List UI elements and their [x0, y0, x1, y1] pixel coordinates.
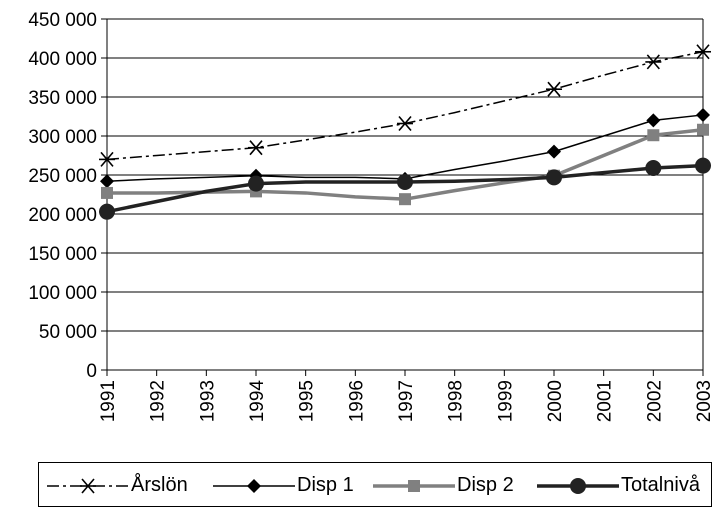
x-tick-label: 1998 [446, 380, 467, 422]
y-tick-label: 350 000 [28, 88, 97, 109]
x-tick-label: 1997 [396, 380, 417, 422]
y-tick-label: 100 000 [28, 283, 97, 304]
legend-marker [80, 477, 96, 494]
x-tick-label: 1995 [297, 380, 318, 422]
legend-label: Disp 1 [297, 474, 354, 496]
x-tick-label: 1999 [495, 380, 516, 422]
x-tick-label: 2003 [694, 380, 715, 422]
x-tick-label: 1996 [346, 380, 367, 422]
data-point-2-12 [697, 123, 709, 136]
data-point-1-0 [100, 174, 114, 189]
y-tick-label: 400 000 [28, 49, 97, 70]
data-point-3-11 [645, 159, 662, 176]
data-point-0-3 [248, 140, 264, 156]
legend-swatch [373, 479, 455, 492]
line-chart: 0 50 000 100 000 150 000 200 000 250 000 300 0… [28, 10, 715, 422]
y-tick-label: 0 [86, 361, 97, 382]
data-point-3-9 [546, 169, 562, 186]
y-tick-label: 250 000 [28, 166, 97, 187]
data-point-1-12 [696, 107, 710, 122]
legend-item: Totalnivå [535, 463, 700, 508]
legend-item: Disp 1 [211, 463, 354, 508]
x-tick-label: 2001 [595, 380, 616, 422]
data-point-1-9 [547, 144, 561, 159]
y-tick-label: 300 000 [28, 127, 97, 148]
data-point-0-9 [546, 81, 562, 97]
legend-item: Årslön [45, 463, 188, 508]
x-tick-label: 2000 [545, 380, 566, 422]
legend-marker [408, 479, 420, 492]
data-point-2-6 [399, 193, 411, 206]
legend-marker [247, 478, 261, 493]
legend-swatch [213, 478, 295, 493]
data-point-0-11 [645, 54, 662, 70]
legend-label: Årslön [131, 474, 188, 496]
data-point-0-0 [99, 151, 115, 167]
data-point-3-6 [397, 174, 413, 191]
x-tick-label: 2002 [644, 380, 665, 422]
data-point-1-11 [646, 113, 661, 128]
series-line-0 [106, 51, 704, 161]
legend-label: Totalnivå [621, 474, 700, 496]
data-point-0-12 [695, 44, 711, 60]
legend-swatch [537, 477, 619, 494]
legend-marker [570, 477, 586, 494]
y-tick-label: 50 000 [39, 322, 97, 343]
series-markers [99, 44, 711, 220]
data-point-3-0 [99, 203, 115, 220]
y-tick-label: 150 000 [28, 244, 97, 265]
x-tick-label: 1994 [247, 380, 268, 423]
legend: Årslön Disp 1 Disp 2 Totalnivå [38, 462, 712, 507]
legend-label: Disp 2 [457, 474, 514, 496]
y-tick-label: 200 000 [28, 205, 97, 226]
data-point-0-6 [397, 115, 413, 132]
y-axis: 0 50 000 100 000 150 000 200 000 250 000 300 0… [28, 10, 704, 382]
legend-swatch [47, 477, 129, 494]
x-axis: 1991 1992 1993 1994 1995 1996 1997 1998 1999 2000… [98, 370, 715, 422]
data-point-2-11 [647, 129, 660, 142]
data-point-3-3 [248, 175, 264, 192]
y-tick-label: 450 000 [28, 10, 97, 31]
x-tick-label: 1993 [197, 380, 218, 422]
data-point-3-12 [695, 157, 711, 174]
x-tick-label: 1991 [98, 380, 119, 422]
x-tick-label: 1992 [148, 380, 169, 422]
data-point-2-0 [101, 186, 113, 199]
legend-item: Disp 2 [371, 463, 514, 508]
